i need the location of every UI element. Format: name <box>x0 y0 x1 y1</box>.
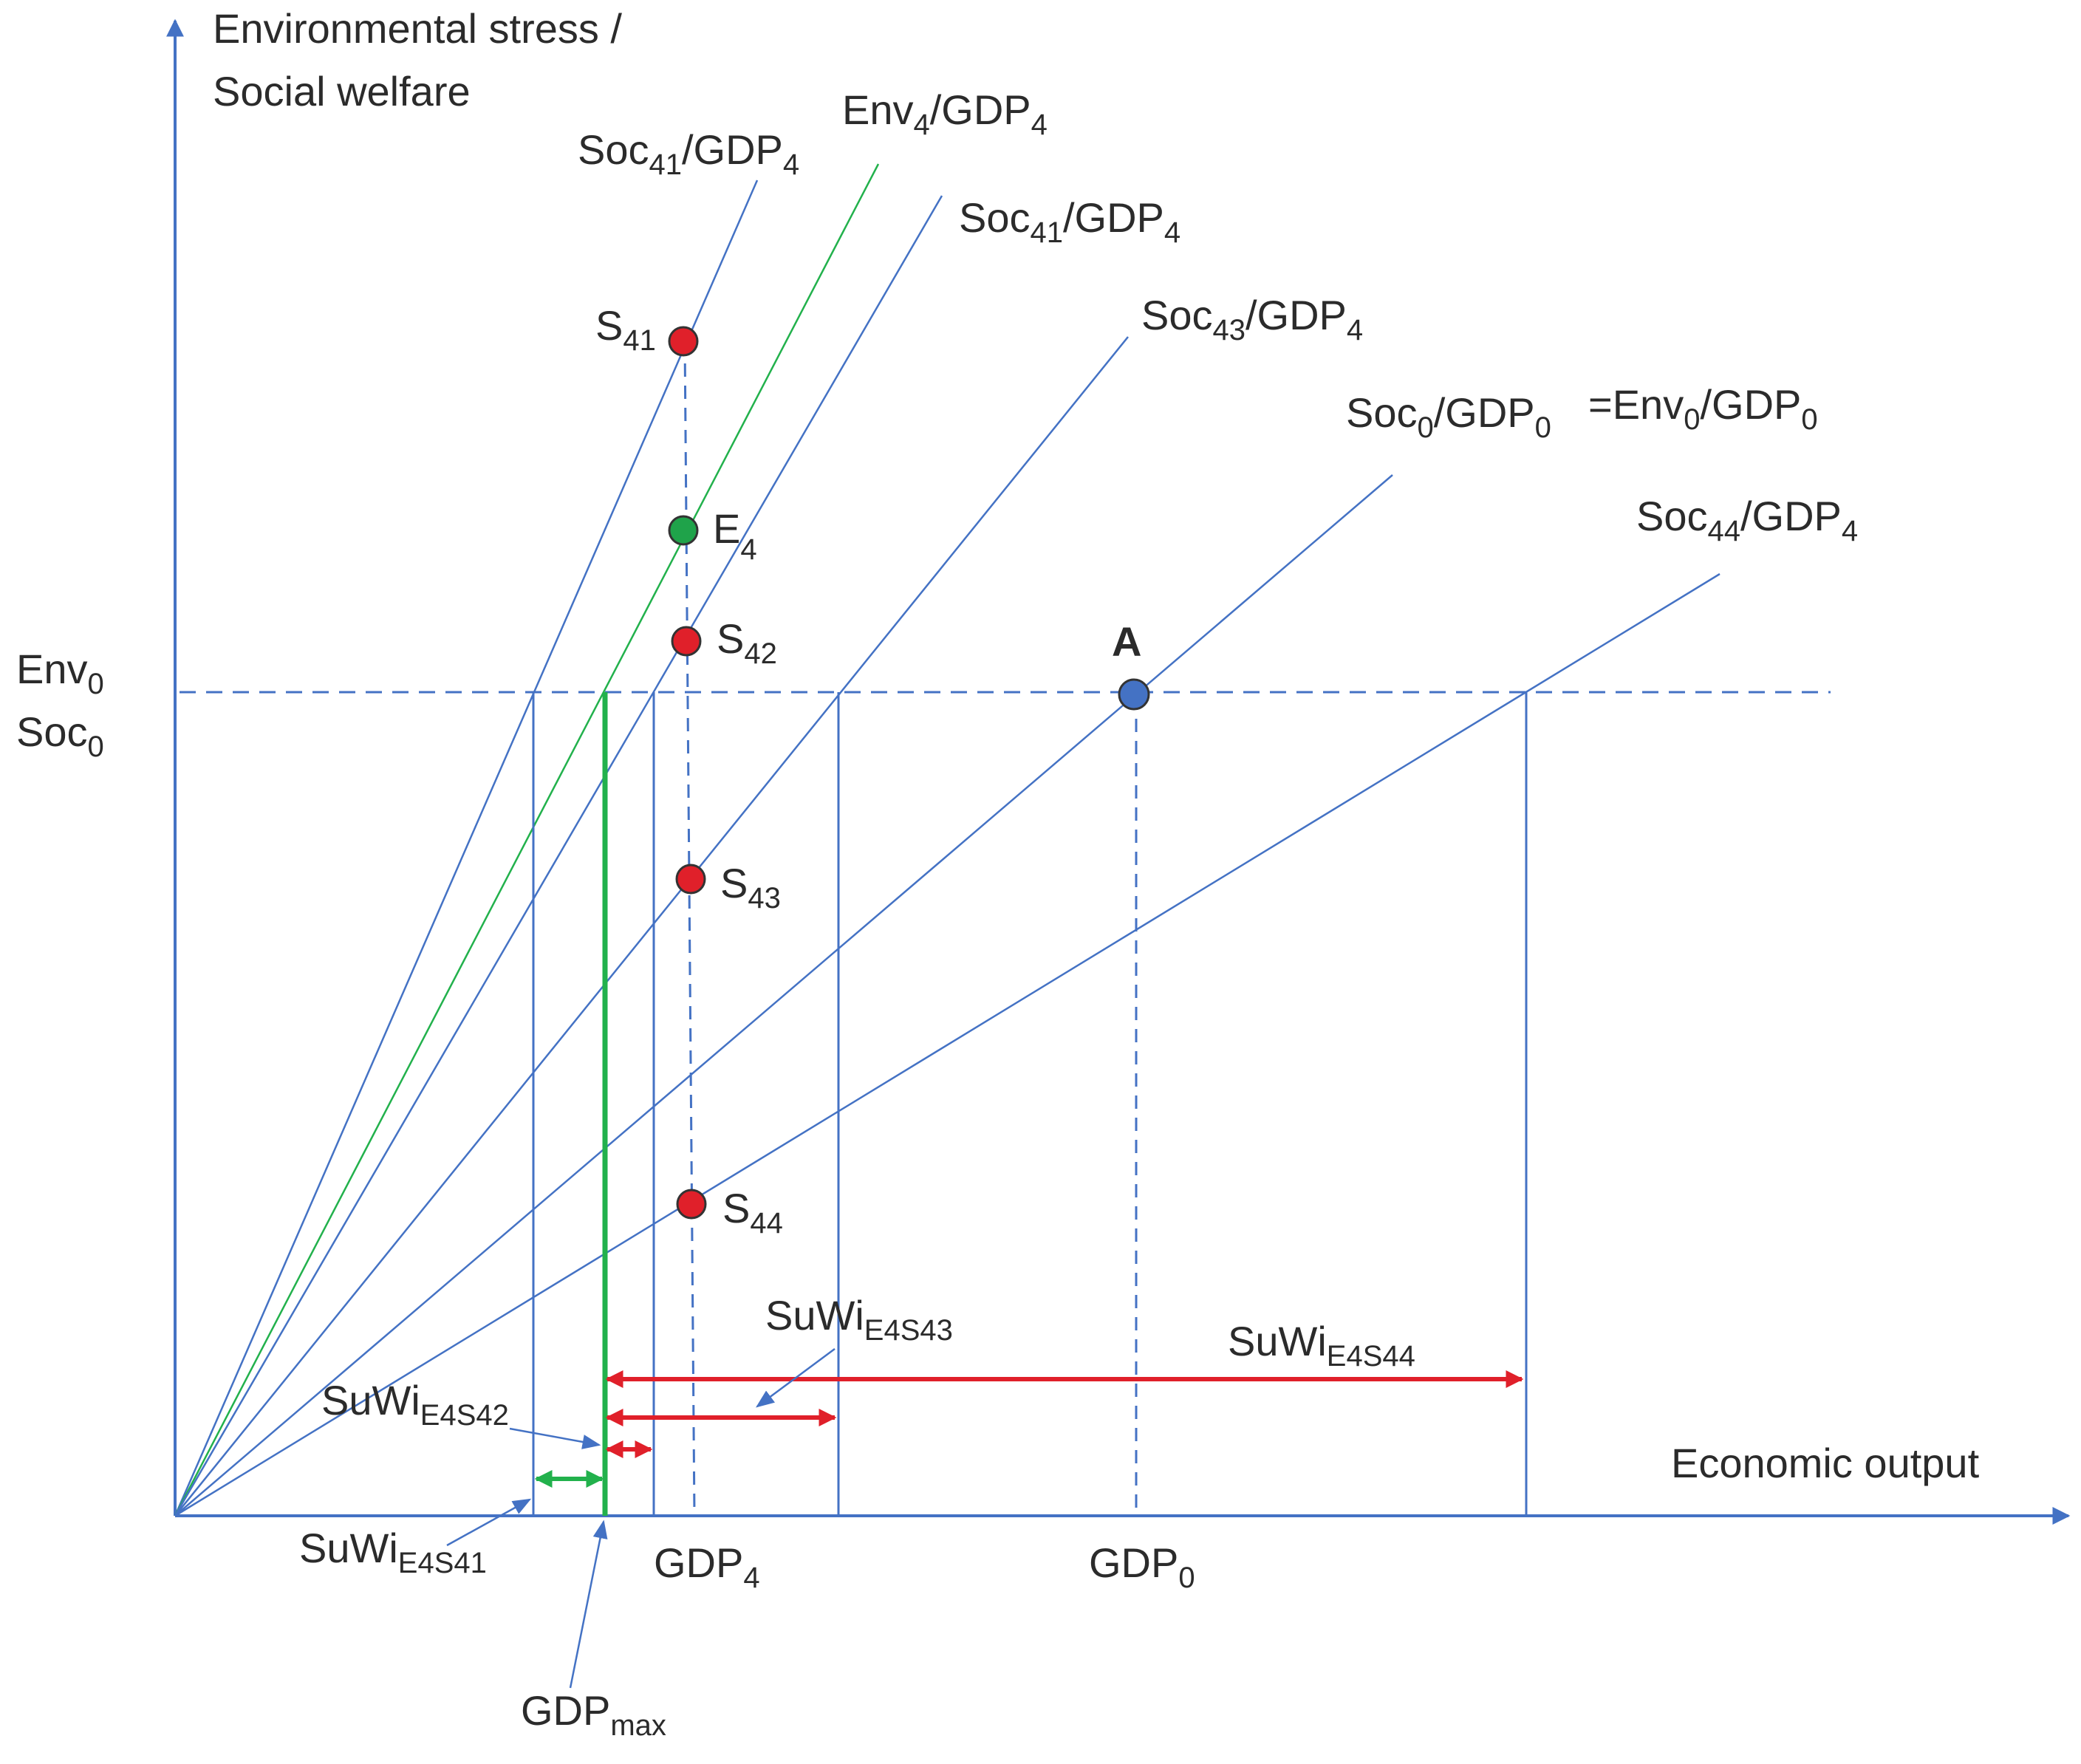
point-e4 <box>668 515 699 546</box>
point-s43 <box>675 864 706 895</box>
point-label-s41: S41 <box>595 302 656 357</box>
dashed-verticals <box>683 341 1138 1517</box>
points <box>668 326 1150 1220</box>
ray-soc0 <box>174 474 1393 1517</box>
point-label-s43: S43 <box>720 860 781 915</box>
x-tick-gdp0: GDP0 <box>1089 1539 1195 1594</box>
gdpmax-label: GDPmax <box>521 1687 666 1742</box>
y-level-soc0: Soc0 <box>16 708 104 763</box>
point-s42 <box>671 626 702 657</box>
suwi-label-e4s43: SuWiE4S43 <box>765 1292 953 1347</box>
suwi-label-e4s41: SuWiE4S41 <box>299 1525 487 1579</box>
ray-label-soc44: Soc44/GDP4 <box>1636 493 1858 547</box>
ray-soc41a <box>174 180 759 1517</box>
pointer-arrows <box>446 1347 836 1689</box>
point-s41 <box>668 326 699 357</box>
vertical-lines <box>532 692 1528 1516</box>
point-label-a: A <box>1112 618 1141 665</box>
suwi-label-e4s42: SuWiE4S42 <box>321 1377 509 1432</box>
ray-soc43 <box>174 336 1129 1517</box>
ray-env4 <box>174 163 880 1517</box>
suwi-arrows <box>534 1370 1524 1488</box>
ray-label-soc0: Soc0/GDP0 <box>1346 389 1551 444</box>
pointer-suwi-e4s43 <box>755 1347 836 1408</box>
ray-soc41b <box>174 195 943 1517</box>
ray-label-env0-equal: =Env0/GDP0 <box>1588 381 1818 436</box>
axes <box>166 18 2071 1525</box>
pointer-suwi-e4s42 <box>509 1427 601 1449</box>
ray-label-soc41a: Soc41/GDP4 <box>578 126 799 181</box>
pointer-gdpmax <box>569 1519 608 1689</box>
ray-label-env4: Env4/GDP4 <box>842 86 1048 141</box>
y-axis-title-line2: Social welfare <box>213 68 471 114</box>
point-s44 <box>676 1189 707 1220</box>
suwi-label-e4s44: SuWiE4S44 <box>1228 1318 1415 1372</box>
pointer-suwi-e4s41 <box>446 1498 532 1547</box>
ray-label-soc43: Soc43/GDP4 <box>1141 292 1363 346</box>
rays <box>174 163 1721 1517</box>
x-tick-gdp4: GDP4 <box>654 1539 760 1594</box>
point-a <box>1118 678 1150 711</box>
point-label-s42: S42 <box>717 615 777 670</box>
point-label-s44: S44 <box>722 1185 783 1240</box>
y-level-env0: Env0 <box>16 646 104 700</box>
ray-soc44 <box>174 572 1721 1517</box>
x-axis-title: Economic output <box>1671 1440 1980 1486</box>
point-label-e4: E4 <box>713 505 757 566</box>
gdp4-dashed-line <box>683 341 696 1517</box>
y-axis-title-line1: Environmental stress / <box>213 5 622 52</box>
ray-label-soc41b: Soc41/GDP4 <box>959 194 1180 249</box>
